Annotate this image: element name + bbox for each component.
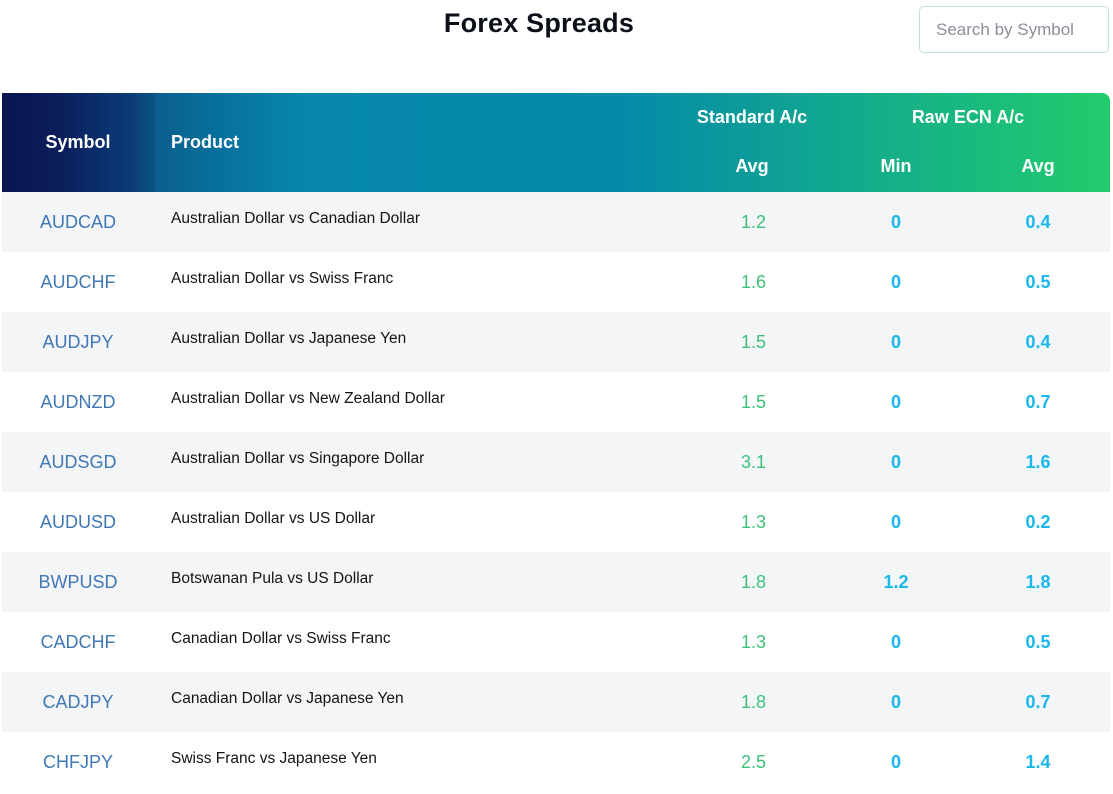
product-name: Australian Dollar vs New Zealand Dollar bbox=[171, 390, 445, 407]
symbol-link[interactable]: AUDNZD bbox=[40, 392, 116, 412]
product-name: Canadian Dollar vs Swiss Franc bbox=[171, 630, 391, 647]
product-name: Australian Dollar vs US Dollar bbox=[171, 510, 376, 527]
standard-avg-value: 1.3 bbox=[740, 512, 767, 532]
header-raw-avg: Avg bbox=[1021, 156, 1055, 176]
search-input[interactable] bbox=[919, 6, 1109, 53]
raw-avg-value: 0.5 bbox=[1025, 632, 1051, 652]
standard-avg-value: 3.1 bbox=[740, 452, 767, 472]
product-name: Canadian Dollar vs Japanese Yen bbox=[171, 690, 404, 707]
raw-avg-value: 1.4 bbox=[1025, 752, 1051, 772]
page-title: Forex Spreads bbox=[443, 8, 635, 38]
raw-min-value: 1.2 bbox=[883, 572, 909, 592]
table-row: CADJPY Canadian Dollar vs Japanese Yen 1… bbox=[2, 672, 1110, 732]
raw-avg-value: 0.4 bbox=[1025, 212, 1051, 232]
standard-avg-value: 2.5 bbox=[740, 752, 767, 772]
raw-avg-value: 0.4 bbox=[1025, 332, 1051, 352]
product-name: Australian Dollar vs Swiss Franc bbox=[171, 270, 394, 287]
raw-avg-value: 1.8 bbox=[1025, 572, 1051, 592]
raw-avg-value: 0.7 bbox=[1025, 692, 1051, 712]
symbol-link[interactable]: BWPUSD bbox=[38, 572, 118, 592]
table-row: CHFJPY Swiss Franc vs Japanese Yen 2.5 0… bbox=[2, 732, 1110, 792]
symbol-link[interactable]: AUDSGD bbox=[39, 452, 117, 472]
table-row: BWPUSD Botswanan Pula vs US Dollar 1.8 1… bbox=[2, 552, 1110, 612]
standard-avg-value: 1.5 bbox=[740, 392, 767, 412]
standard-avg-value: 1.3 bbox=[740, 632, 767, 652]
table-header: Symbol Product Standard A/c Raw ECN A/c … bbox=[2, 93, 1110, 192]
product-name: Botswanan Pula vs US Dollar bbox=[171, 570, 374, 587]
product-name: Australian Dollar vs Canadian Dollar bbox=[171, 210, 420, 227]
raw-min-value: 0 bbox=[890, 632, 901, 652]
raw-avg-value: 0.5 bbox=[1025, 272, 1051, 292]
symbol-link[interactable]: AUDCHF bbox=[40, 272, 116, 292]
raw-min-value: 0 bbox=[890, 752, 901, 772]
spreads-table: Symbol Product Standard A/c Raw ECN A/c … bbox=[2, 93, 1110, 794]
table-row: AUDUSD Australian Dollar vs US Dollar 1.… bbox=[2, 492, 1110, 552]
table-row: AUDNZD Australian Dollar vs New Zealand … bbox=[2, 372, 1110, 432]
table-row: AUDCHF Australian Dollar vs Swiss Franc … bbox=[2, 252, 1110, 312]
symbol-link[interactable]: AUDJPY bbox=[42, 332, 114, 352]
header-product: Product bbox=[171, 132, 240, 152]
raw-avg-value: 1.6 bbox=[1025, 452, 1051, 472]
header-raw-min: Min bbox=[880, 156, 912, 176]
symbol-link[interactable]: CADJPY bbox=[42, 692, 114, 712]
header-standard-account: Standard A/c bbox=[696, 107, 808, 127]
table-row: CADCHF Canadian Dollar vs Swiss Franc 1.… bbox=[2, 612, 1110, 672]
raw-min-value: 0 bbox=[890, 212, 901, 232]
standard-avg-value: 1.5 bbox=[740, 332, 767, 352]
symbol-link[interactable]: CADCHF bbox=[40, 632, 116, 652]
symbol-link[interactable]: AUDCAD bbox=[39, 212, 116, 232]
raw-avg-value: 0.7 bbox=[1025, 392, 1051, 412]
table-row: AUDJPY Australian Dollar vs Japanese Yen… bbox=[2, 312, 1110, 372]
raw-min-value: 0 bbox=[890, 512, 901, 532]
table-row: AUDSGD Australian Dollar vs Singapore Do… bbox=[2, 432, 1110, 492]
product-name: Swiss Franc vs Japanese Yen bbox=[171, 750, 377, 767]
product-name: Australian Dollar vs Singapore Dollar bbox=[171, 450, 425, 467]
raw-min-value: 0 bbox=[890, 272, 901, 292]
standard-avg-value: 1.8 bbox=[740, 572, 767, 592]
header-standard-avg: Avg bbox=[735, 156, 769, 176]
table-body: AUDCAD Australian Dollar vs Canadian Dol… bbox=[2, 192, 1110, 792]
raw-avg-value: 0.2 bbox=[1025, 512, 1051, 532]
standard-avg-value: 1.6 bbox=[740, 272, 767, 292]
symbol-link[interactable]: AUDUSD bbox=[39, 512, 116, 532]
header-symbol: Symbol bbox=[2, 93, 155, 192]
raw-min-value: 0 bbox=[890, 332, 901, 352]
table-row: AUDCAD Australian Dollar vs Canadian Dol… bbox=[2, 192, 1110, 252]
raw-min-value: 0 bbox=[890, 452, 901, 472]
header-raw-ecn-account: Raw ECN A/c bbox=[911, 107, 1025, 127]
raw-min-value: 0 bbox=[890, 692, 901, 712]
standard-avg-value: 1.2 bbox=[740, 212, 767, 232]
symbol-link[interactable]: CHFJPY bbox=[42, 752, 113, 772]
standard-avg-value: 1.8 bbox=[740, 692, 767, 712]
product-name: Australian Dollar vs Japanese Yen bbox=[171, 330, 407, 347]
raw-min-value: 0 bbox=[890, 392, 901, 412]
